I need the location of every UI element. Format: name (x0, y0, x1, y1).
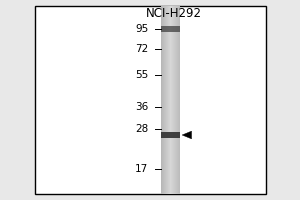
Bar (176, 6, 177, 194)
Bar (172, 6, 173, 194)
Text: 36: 36 (135, 102, 148, 112)
Text: 95: 95 (135, 24, 148, 34)
Bar (160, 6, 161, 194)
Bar (160, 26, 180, 31)
Bar (168, 6, 169, 194)
Bar (164, 6, 165, 194)
Bar (170, 6, 171, 194)
Bar (167, 6, 168, 194)
Bar (169, 6, 170, 194)
Bar (178, 6, 179, 194)
Text: 55: 55 (135, 70, 148, 80)
Text: 72: 72 (135, 44, 148, 54)
Bar (179, 6, 180, 194)
Bar (160, 132, 180, 138)
Text: 17: 17 (135, 164, 148, 174)
Bar (165, 6, 166, 194)
Bar (34, 6, 266, 194)
Bar (174, 6, 175, 194)
Bar (175, 6, 176, 194)
Bar (173, 6, 174, 194)
Text: NCI-H292: NCI-H292 (146, 7, 202, 20)
Bar (166, 6, 167, 194)
Polygon shape (182, 131, 191, 139)
Bar (171, 6, 172, 194)
Text: 28: 28 (135, 124, 148, 134)
Bar (177, 6, 178, 194)
Bar (163, 6, 164, 194)
Bar (161, 6, 163, 194)
